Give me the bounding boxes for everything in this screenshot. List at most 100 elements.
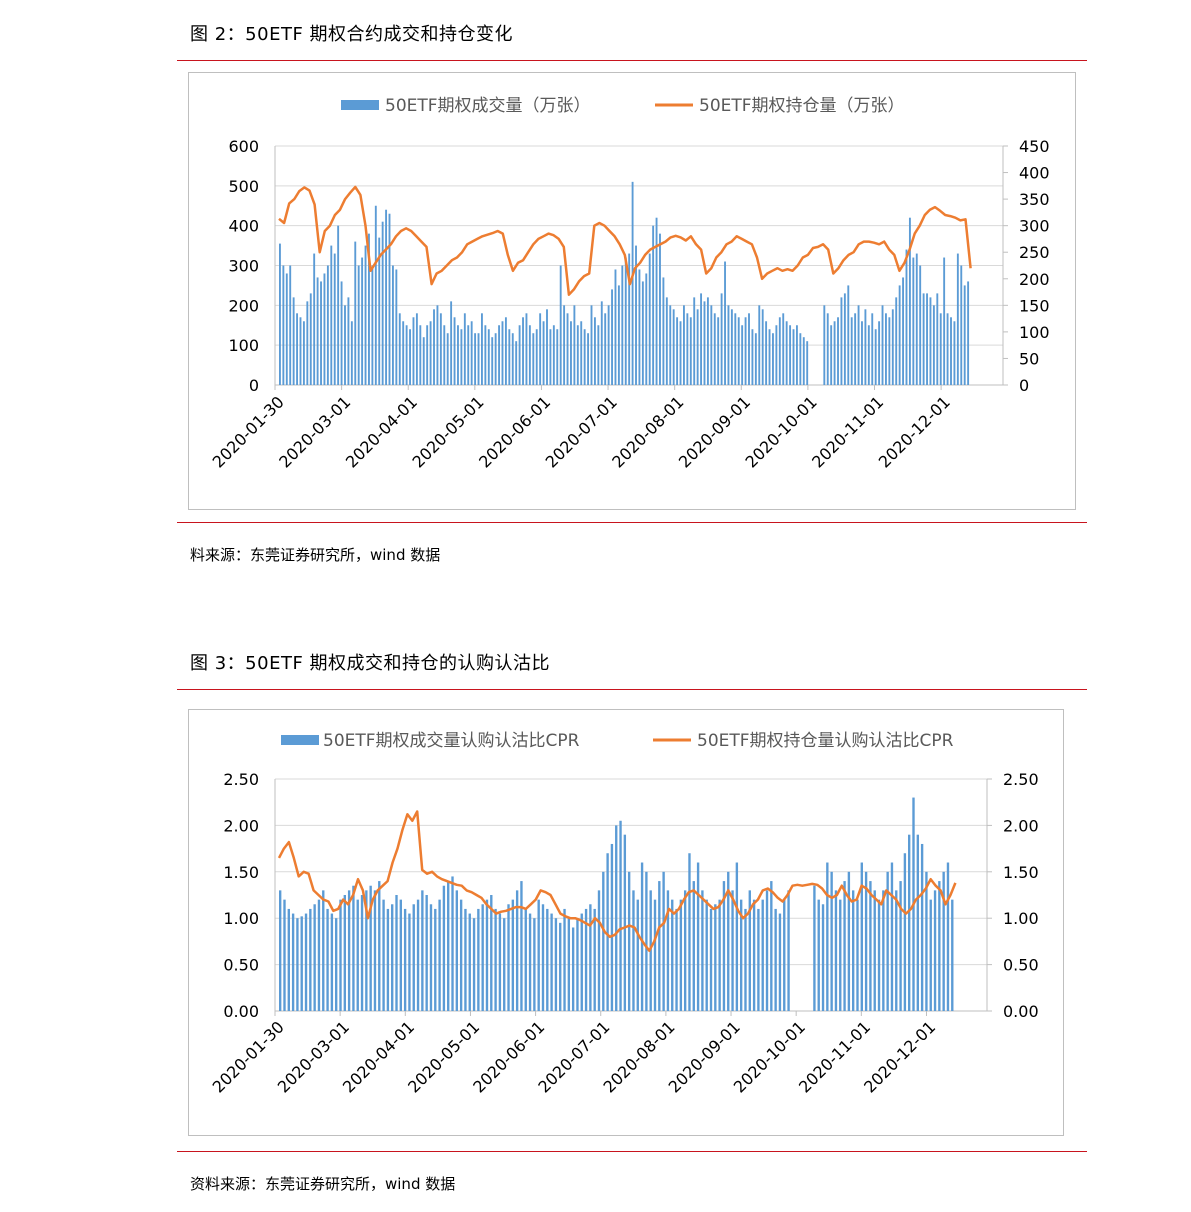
bar (442, 885, 446, 1011)
bar (399, 899, 403, 1011)
bar (963, 285, 966, 385)
bar (429, 904, 433, 1011)
bar (330, 245, 333, 385)
bar (919, 265, 922, 385)
bar (522, 317, 524, 385)
bar (621, 265, 624, 385)
bar (912, 257, 915, 385)
bar (775, 325, 778, 385)
y-left-tick-label: 1.00 (223, 909, 259, 928)
bar (525, 313, 528, 385)
bar (774, 908, 777, 1011)
bar (408, 913, 411, 1011)
bar (350, 321, 353, 385)
bar (571, 927, 575, 1011)
bar (453, 317, 456, 385)
bar (460, 329, 463, 385)
bar (481, 904, 484, 1011)
bar (518, 325, 521, 385)
bar (511, 333, 514, 385)
bar (511, 899, 515, 1011)
bar (903, 853, 907, 1011)
bar (895, 890, 898, 1011)
y-left-tick-label: 1.50 (223, 863, 259, 882)
y-left-tick-label: 200 (228, 296, 259, 315)
bar (888, 317, 891, 385)
bar (302, 321, 305, 385)
bar (943, 257, 946, 385)
bar (326, 265, 329, 385)
bar (632, 890, 635, 1011)
bar (426, 325, 429, 385)
bar (477, 333, 480, 385)
bar (821, 904, 825, 1011)
bar (627, 871, 631, 1011)
bar (772, 333, 774, 385)
bar (381, 221, 384, 385)
bar (782, 313, 785, 385)
bar (939, 313, 942, 385)
bar (693, 297, 696, 385)
bar (881, 305, 884, 385)
y-left-tick-label: 400 (228, 217, 259, 236)
bar (539, 313, 542, 385)
bar (317, 899, 321, 1011)
bar (765, 321, 768, 385)
bar (806, 341, 809, 385)
bar (739, 899, 743, 1011)
title-rule-bottom (177, 1151, 1087, 1152)
bar (730, 309, 733, 385)
bar (662, 277, 665, 385)
bar (611, 289, 613, 385)
bar (648, 253, 651, 385)
bar (429, 321, 432, 385)
bar (584, 908, 588, 1011)
bar (391, 265, 394, 385)
bar (675, 908, 678, 1011)
bar (854, 313, 857, 385)
bar (552, 325, 555, 385)
bar (714, 904, 717, 1011)
bar (655, 217, 658, 385)
bar (709, 908, 713, 1011)
bar (638, 269, 641, 385)
bar (374, 205, 377, 385)
bar (330, 913, 334, 1011)
bar (602, 871, 605, 1011)
bar (533, 918, 536, 1011)
legend-swatch-bar (341, 100, 379, 110)
bar (882, 890, 885, 1011)
bar (946, 313, 949, 385)
bar (830, 325, 833, 385)
bar (748, 313, 750, 385)
bar (532, 333, 535, 385)
bar (559, 922, 562, 1011)
bar (590, 305, 593, 385)
bar (309, 908, 312, 1011)
chart-2-frame: 0.00 0.50 1.00 1.50 2.00 2.50 0.00 0.50 1.00 1.50… (188, 709, 1064, 1136)
bar (391, 904, 394, 1011)
bar (409, 329, 411, 385)
bar (926, 293, 928, 385)
bar (624, 257, 627, 385)
y-right-tick-label: 2.50 (1003, 770, 1039, 789)
bar (299, 317, 302, 385)
bar (891, 309, 894, 385)
bar (908, 834, 911, 1011)
bar (813, 885, 816, 1011)
bar (758, 305, 761, 385)
bar (757, 908, 760, 1011)
y-left-tick-label: 0.50 (223, 956, 259, 975)
x-tick-label: 2020-12-01 (875, 392, 954, 471)
bar (354, 241, 357, 385)
bar (503, 918, 506, 1011)
bar (659, 233, 661, 385)
bar (837, 317, 839, 385)
bar (364, 245, 367, 385)
bar (373, 890, 377, 1011)
bar (640, 862, 644, 1011)
bar (463, 313, 466, 385)
bar (597, 325, 600, 385)
bar (474, 333, 477, 385)
bar (446, 333, 449, 385)
